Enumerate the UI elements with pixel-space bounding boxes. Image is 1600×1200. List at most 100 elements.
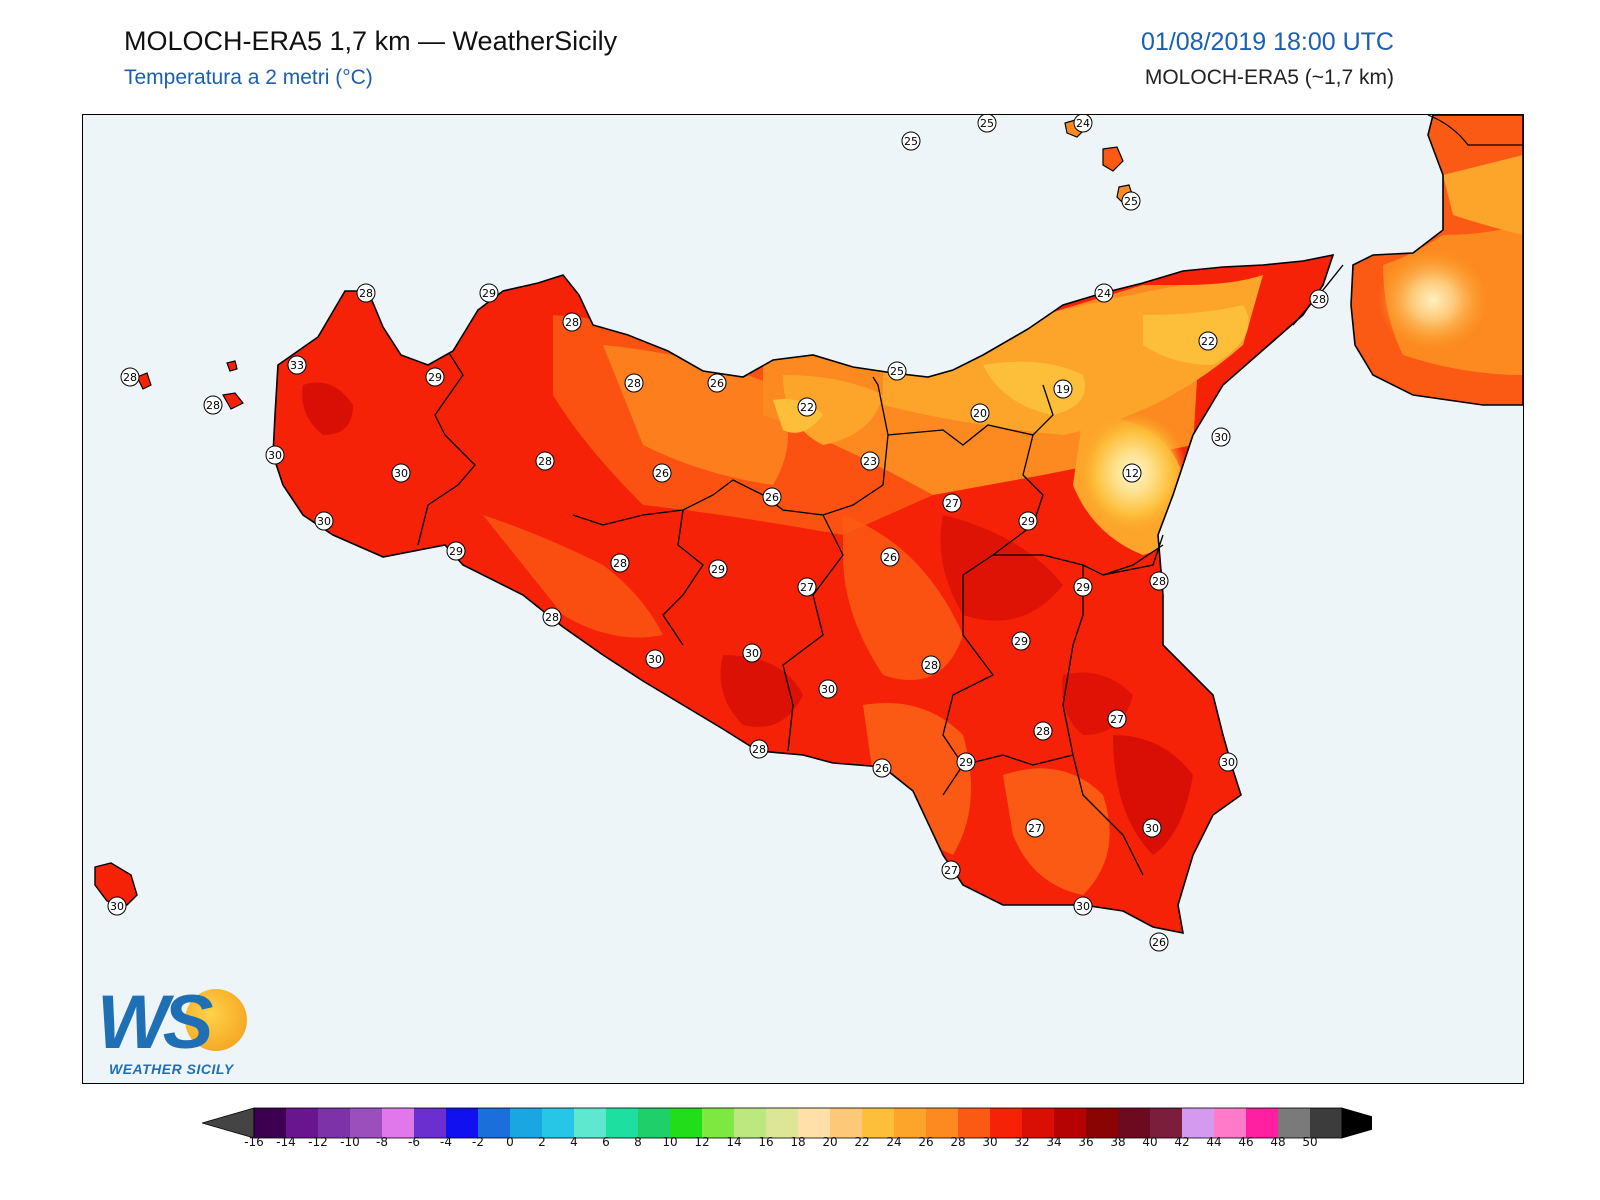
- colorbar-swatch: [830, 1108, 862, 1138]
- station-marker: 27: [941, 860, 961, 880]
- station-value: 27: [945, 497, 959, 510]
- station-marker: 30: [1142, 818, 1162, 838]
- station-value: 26: [883, 551, 897, 564]
- colorbar-under-arrow: [202, 1107, 255, 1139]
- station-marker: 28: [749, 739, 769, 759]
- station-value: 25: [980, 117, 994, 130]
- colorbar-swatch: [926, 1108, 958, 1138]
- station-marker: 25: [977, 115, 997, 133]
- colorbar-swatch: [318, 1108, 350, 1138]
- station-value: 28: [565, 316, 579, 329]
- temperature-colorbar: -16 -14 -12 -10 -8 -6 -4 -2 0 2 4 6 8 10 12 14 16 18 20 22 2…: [202, 1107, 1372, 1149]
- colorbar-swatch: [1182, 1108, 1214, 1138]
- station-marker: 20: [970, 403, 990, 423]
- station-marker: 30: [645, 649, 665, 669]
- station-marker: 26: [652, 463, 672, 483]
- station-marker: 22: [797, 397, 817, 417]
- station-marker: 27: [797, 577, 817, 597]
- station-value: 29: [1014, 635, 1028, 648]
- colorbar-tick-label: 46: [1238, 1135, 1253, 1149]
- station-value: 30: [394, 467, 408, 480]
- station-value: 27: [944, 864, 958, 877]
- station-marker: 30: [1211, 427, 1231, 447]
- colorbar-swatch: [1214, 1108, 1246, 1138]
- colorbar-tick-label: 8: [634, 1135, 642, 1149]
- colorbar-tick-label: 42: [1174, 1135, 1189, 1149]
- colorbar-tick-label: 2: [538, 1135, 546, 1149]
- station-marker: 27: [1025, 818, 1045, 838]
- station-marker: 25: [1121, 191, 1141, 211]
- colorbar-swatch: [638, 1108, 670, 1138]
- station-marker: 28: [535, 451, 555, 471]
- station-value: 27: [1110, 713, 1124, 726]
- station-marker: 30: [818, 679, 838, 699]
- station-value: 29: [428, 371, 442, 384]
- colorbar-tick-label: 10: [662, 1135, 677, 1149]
- station-value: 25: [1124, 195, 1138, 208]
- station-value: 30: [1145, 822, 1159, 835]
- station-marker: 26: [872, 758, 892, 778]
- station-marker: 28: [1309, 289, 1329, 309]
- valid-datetime: 01/08/2019 18:00 UTC: [1141, 28, 1394, 56]
- logo-text: WEATHER SICILY: [109, 1061, 234, 1077]
- station-value: 28: [206, 399, 220, 412]
- colorbar-swatch: [862, 1108, 894, 1138]
- calabria-shading: [1292, 115, 1523, 406]
- station-value: 24: [1076, 117, 1090, 130]
- station-value: 28: [924, 659, 938, 672]
- station-marker: 30: [742, 643, 762, 663]
- station-marker: 28: [356, 283, 376, 303]
- colorbar-swatch: [606, 1108, 638, 1138]
- station-value: 29: [959, 756, 973, 769]
- station-value: 25: [890, 365, 904, 378]
- station-marker: 29: [956, 752, 976, 772]
- colorbar-swatch: [734, 1108, 766, 1138]
- station-value: 28: [545, 611, 559, 624]
- colorbar-tick-label: 26: [918, 1135, 933, 1149]
- colorbar-tick-label: -14: [276, 1135, 296, 1149]
- colorbar-tick-label: -12: [308, 1135, 328, 1149]
- colorbar-tick-label: 24: [886, 1135, 901, 1149]
- station-value: 30: [1076, 900, 1090, 913]
- colorbar-swatch: [1278, 1108, 1310, 1138]
- logo-sun-icon: [185, 989, 247, 1051]
- station-value: 26: [765, 491, 779, 504]
- station-marker: 25: [901, 131, 921, 151]
- station-value: 30: [110, 900, 124, 913]
- station-marker: 29: [446, 541, 466, 561]
- station-value: 30: [648, 653, 662, 666]
- colorbar-swatch: [958, 1108, 990, 1138]
- station-marker: 28: [1149, 571, 1169, 591]
- station-value: 22: [1201, 335, 1215, 348]
- station-marker: 28: [120, 367, 140, 387]
- colorbar-tick-label: 6: [602, 1135, 610, 1149]
- station-marker: 28: [1033, 721, 1053, 741]
- station-value: 29: [1076, 581, 1090, 594]
- colorbar-tick-label: 0: [506, 1135, 514, 1149]
- colorbar-tick-label: 32: [1014, 1135, 1029, 1149]
- station-marker: 29: [479, 283, 499, 303]
- colorbar-tick-label: 44: [1206, 1135, 1221, 1149]
- station-marker: 30: [265, 445, 285, 465]
- station-value: 12: [1125, 467, 1139, 480]
- station-marker: 28: [610, 553, 630, 573]
- station-value: 30: [745, 647, 759, 660]
- colorbar-swatch: [1150, 1108, 1182, 1138]
- station-value: 24: [1097, 287, 1111, 300]
- colorbar-tick-label: 40: [1142, 1135, 1157, 1149]
- aeolian-islands: [1064, 118, 1134, 204]
- station-marker: 29: [708, 559, 728, 579]
- colorbar-swatch: [894, 1108, 926, 1138]
- colorbar-swatch: [1054, 1108, 1086, 1138]
- station-value: 25: [904, 135, 918, 148]
- station-value: 30: [821, 683, 835, 696]
- colorbar-swatch: [446, 1108, 478, 1138]
- colorbar-swatch: [1118, 1108, 1150, 1138]
- station-value: 27: [800, 581, 814, 594]
- colorbar-swatch: [670, 1108, 702, 1138]
- colorbar-tick-label: 36: [1078, 1135, 1093, 1149]
- station-marker: 25: [887, 361, 907, 381]
- station-value: 28: [123, 371, 137, 384]
- station-value: 29: [482, 287, 496, 300]
- colorbar-swatch: [382, 1108, 414, 1138]
